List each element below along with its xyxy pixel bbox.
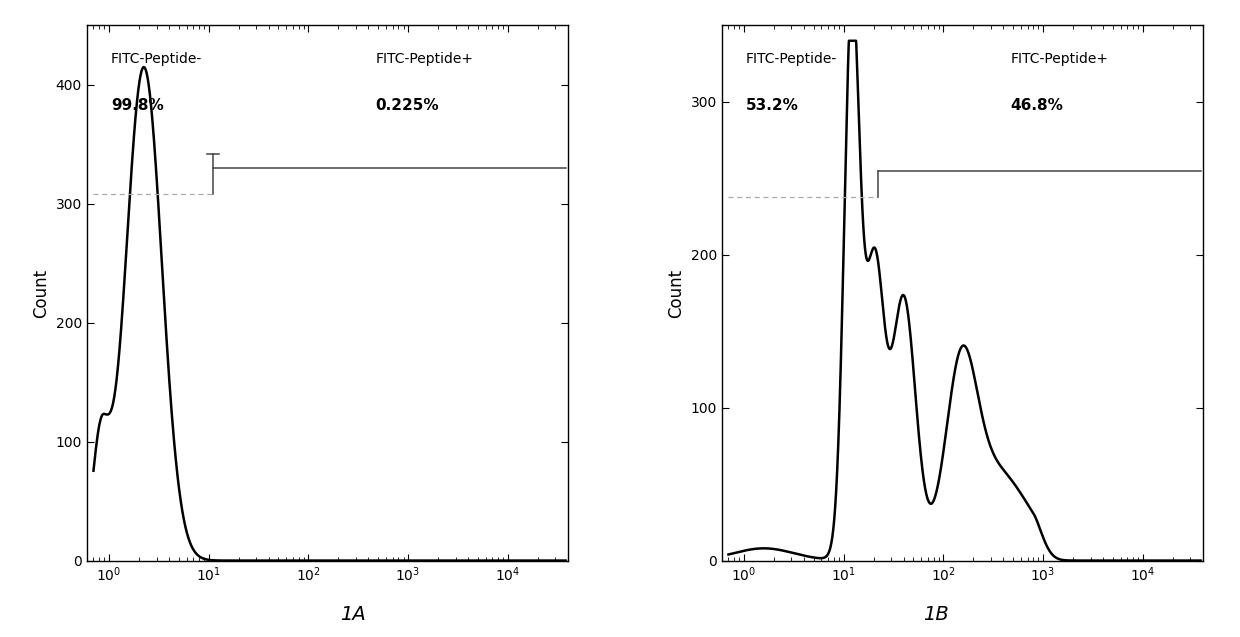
Text: FITC-Peptide+: FITC-Peptide+ [376,52,474,66]
Y-axis label: Count: Count [32,268,50,318]
Text: FITC-Peptide-: FITC-Peptide- [110,52,202,66]
Text: 99.8%: 99.8% [110,97,164,113]
Y-axis label: Count: Count [667,268,684,318]
Text: 53.2%: 53.2% [745,97,799,113]
Text: 46.8%: 46.8% [1011,97,1063,113]
Text: FITC-Peptide-: FITC-Peptide- [745,52,837,66]
Text: FITC-Peptide+: FITC-Peptide+ [1011,52,1109,66]
Text: 0.225%: 0.225% [376,97,439,113]
Text: 1B: 1B [924,605,949,624]
Text: 1A: 1A [341,605,366,624]
